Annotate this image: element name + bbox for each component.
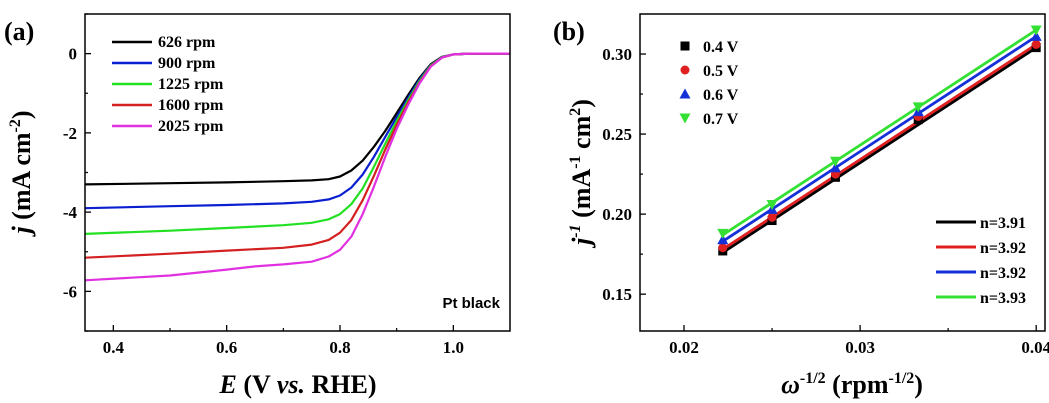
y-tick-label: -6 [63,282,77,301]
panel-b-ylabel-sup2: -1 [567,155,584,168]
legend-label-2: 0.6 V [703,87,739,104]
y-tick-label: -2 [63,124,77,143]
data-point-2-4 [1030,30,1042,41]
panel-b-ylabel-sup: -1 [567,224,584,237]
fit-legend-label-2: n=3.92 [980,265,1026,282]
data-point-3-1 [766,200,778,211]
panel-b-legend: 0.4 V 0.5 V 0.6 V 0.7 V [679,39,739,128]
y-tick-label: 0.30 [602,45,632,64]
data-point-3-3 [912,102,924,113]
panel-b-xlabel-var: ω [781,370,800,399]
panel-a-label: (a) [4,17,34,46]
x-tick-label: 0.4 [103,338,125,357]
fit-legend-label-3: n=3.93 [980,290,1026,307]
x-tick-label: 0.6 [216,338,237,357]
panel-a-curves [84,52,510,282]
panel-a-xlabel-vs: vs. [277,370,305,399]
panel-a-xlabel-pre: (V [237,370,277,399]
panel-b-ylabel-post2: cm [567,115,596,155]
panel-a-legend: 626 rpm 900 rpm 1225 rpm 1600 rpm 2025 rpm [112,34,224,135]
data-point-3-4 [1030,25,1042,36]
panel-b-ylabel-var: j [567,237,596,249]
data-point-1-0 [718,243,728,253]
y-tick-label: 0.15 [602,285,632,304]
y-tick-label: 0 [69,45,78,64]
x-tick-label: 0.04 [1021,338,1049,357]
legend-label-2: 1225 rpm [158,76,224,93]
legend-marker-2 [679,88,691,99]
panel-b-ylabel-post3: ) [567,99,596,108]
panel-b-xlabel-sup2: -1/2 [888,370,914,387]
panel-a-ylabel-pre: (mA cm [7,132,36,226]
panel-b-label: (b) [553,17,585,46]
panel-b-ylabel-sup3: 2 [567,108,584,116]
x-tick-label: 0.03 [845,338,875,357]
x-tick-label: 0.8 [329,338,350,357]
data-point-1-1 [767,212,777,222]
panel-a-xlabel: E (V vs. RHE) [219,370,377,399]
x-tick-label: 1.0 [443,338,464,357]
legend-label-3: 1600 rpm [158,97,224,114]
fit-legend-label-1: n=3.92 [980,240,1026,257]
panel-a-annotation: Pt black [442,295,500,312]
legend-label-3: 0.7 V [703,111,739,128]
legend-marker-0 [680,41,690,51]
panel-b-frame [639,13,1046,332]
data-point-2-2 [829,162,841,173]
panel-a-frame [84,13,511,332]
panel-a-ylabel-sup: -2 [7,119,24,132]
panel-a-xlabel-post: RHE) [305,370,377,399]
panel-a: (a) 0.4 0.6 0.8 1.0 0 -2 -4 -6 626 rpm 900 rpm 12… [4,13,511,399]
panel-b-xlabel: ω-1/2 (rpm-1/2) [781,370,923,399]
y-tick-label: -4 [63,203,78,222]
y-tick-label: 0.25 [602,125,632,144]
legend-marker-1 [680,65,690,75]
legend-label-1: 900 rpm [158,55,216,72]
panel-a-ylabel-post: ) [7,110,36,119]
fit-line-2 [721,35,1037,243]
panel-b-points [717,25,1042,256]
series-line-0 [84,52,510,186]
series-line-1 [84,52,510,210]
panel-a-ylabel-var: j [7,226,36,238]
series-line-4 [84,52,510,282]
y-tick-label: 0.20 [602,205,632,224]
data-point-2-0 [717,234,729,245]
panel-b-fit-legend: n=3.91 n=3.92 n=3.92 n=3.93 [936,215,1026,307]
legend-label-1: 0.5 V [703,63,739,80]
legend-marker-3 [679,113,691,124]
panel-b-xlabel-post2: ) [914,370,923,399]
panel-b-ylabel: j-1 (mA-1 cm2) [567,99,596,249]
panel-b: (b) 0.02 0.03 0.040.150.200.250.30 0.4 V0.… [553,13,1049,399]
data-point-1-4 [1031,39,1041,49]
panel-a-ticks: 0.4 0.6 0.8 1.0 0 -2 -4 -6 [63,13,464,357]
legend-label-0: 626 rpm [158,34,216,51]
fit-legend-label-0: n=3.91 [980,215,1026,232]
panel-b-ticks: 0.02 0.03 0.04 0.15 0.20 0.25 0.30 [602,45,1049,357]
panel-b-xlabel-sup: -1/2 [800,370,826,387]
panel-b-xlabel-post: (rpm [826,370,889,399]
data-point-3-0 [717,228,729,239]
panel-a-ylabel: j (mA cm-2) [7,110,36,237]
data-point-3-2 [829,156,841,167]
legend-label-0: 0.4 V [703,39,739,56]
x-tick-label: 0.02 [669,338,699,357]
panel-a-xlabel-var: E [219,370,237,399]
panel-b-ylabel-post: (mA [567,169,596,225]
legend-label-4: 2025 rpm [158,118,224,135]
